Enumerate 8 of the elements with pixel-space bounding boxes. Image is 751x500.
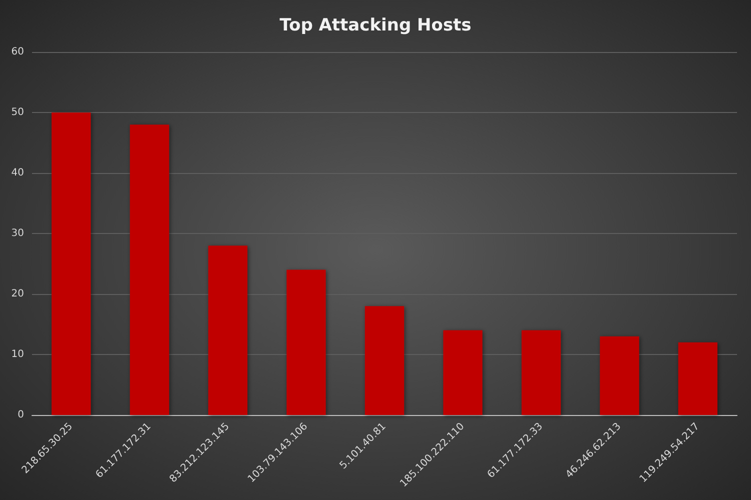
y-tick-label: 40 bbox=[11, 168, 24, 178]
y-tick-label: 10 bbox=[11, 349, 24, 360]
y-tick-label: 50 bbox=[11, 107, 24, 118]
y-tick-label: 20 bbox=[11, 288, 24, 300]
y-tick-label: 30 bbox=[11, 228, 24, 239]
y-tick-label: 0 bbox=[18, 410, 24, 420]
y-tick-label: 60 bbox=[11, 46, 24, 58]
chart-title: Top Attacking Hosts bbox=[280, 16, 472, 36]
